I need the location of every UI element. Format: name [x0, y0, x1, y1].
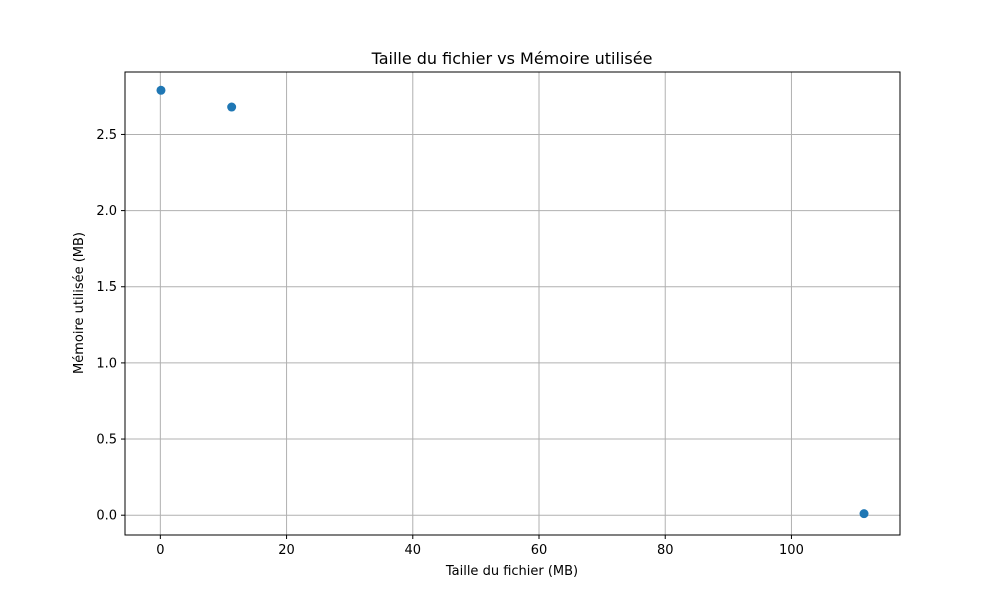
y-tick-label: 0.0 — [96, 509, 117, 524]
y-tick-label: 2.0 — [96, 204, 117, 219]
data-point — [156, 85, 166, 95]
y-tick-label: 1.5 — [96, 280, 117, 295]
x-tick-label: 100 — [779, 543, 804, 558]
chart-title: Taille du fichier vs Mémoire utilisée — [371, 49, 653, 68]
data-point — [859, 509, 869, 519]
y-axis-label: Mémoire utilisée (MB) — [72, 232, 87, 374]
data-points — [156, 85, 869, 519]
grid-lines — [125, 72, 900, 535]
x-tick-label: 40 — [405, 543, 422, 558]
axis-ticks: 0 20 40 60 80 100 0.0 0.5 1.0 1.5 2.0 2.5 — [96, 128, 804, 558]
y-tick-label: 0.5 — [96, 433, 117, 448]
y-tick-label: 1.0 — [96, 356, 117, 371]
x-axis-label: Taille du fichier (MB) — [445, 564, 578, 579]
x-tick-label: 20 — [278, 543, 295, 558]
x-tick-label: 80 — [657, 543, 674, 558]
x-tick-label: 0 — [156, 543, 164, 558]
x-tick-label: 60 — [531, 543, 548, 558]
y-tick-label: 2.5 — [96, 128, 117, 143]
data-point — [227, 102, 237, 112]
plot-frame — [124, 71, 901, 536]
